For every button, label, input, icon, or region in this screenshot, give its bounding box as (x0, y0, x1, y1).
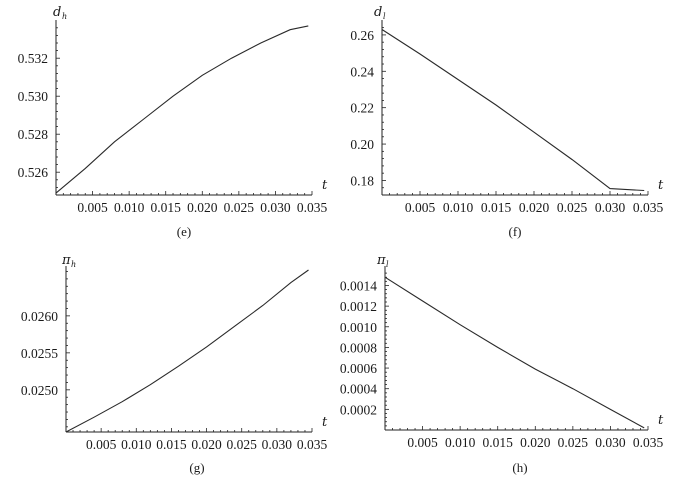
panel-e-series-line (55, 25, 309, 194)
panel-f-y-tick-label: 0.26 (350, 28, 374, 43)
panel-e-x-tick-label: 0.010 (114, 200, 145, 215)
panel-h-x-tick-label: 0.020 (520, 435, 551, 450)
panel-h-x-tick-label: 0.005 (407, 435, 438, 450)
panel-e-y-axis-label: d (53, 5, 61, 20)
panel-e-y-axis-label-sub: h (62, 12, 67, 21)
panel-e-x-tick-label: 0.005 (77, 200, 108, 215)
panel-g-series-line (65, 269, 309, 433)
panel-h-y-tick-label: 0.0004 (340, 382, 377, 397)
panel-h-caption: (h) (512, 460, 527, 475)
panel-g-x-tick-label: 0.020 (191, 437, 222, 452)
panel-h-x-tick-label: 0.025 (558, 435, 589, 450)
panel-f-x-tick-label: 0.015 (481, 200, 512, 215)
panel-g-x-tick-label: 0.015 (156, 437, 187, 452)
panel-f-y-axis-label: d (374, 5, 382, 20)
panel-h-y-axis-label: π (376, 253, 386, 268)
panel-g-x-tick-label: 0.035 (297, 437, 328, 452)
panel-g-x-tick-label: 0.025 (227, 437, 258, 452)
panel-e-y-tick-label: 0.530 (18, 89, 49, 104)
panel-f-x-tick-label: 0.030 (595, 200, 626, 215)
panel-h-x-tick-label: 0.010 (445, 435, 476, 450)
panel-h-x-axis-label: t (658, 413, 664, 428)
panel-h-y-tick-label: 0.0014 (340, 278, 377, 293)
panel-g-x-axis-label: t (322, 415, 328, 430)
panel-h-x-tick-label: 0.015 (483, 435, 514, 450)
panel-g-y-axis-label-sub: h (71, 260, 76, 269)
panel-h-x-tick-label: 0.035 (633, 435, 664, 450)
panel-e-x-tick-label: 0.030 (260, 200, 291, 215)
panel-f-y-tick-label: 0.18 (350, 173, 374, 188)
panel-h-y-tick-label: 0.0006 (340, 361, 377, 376)
panel-g-x-tick-label: 0.005 (86, 437, 117, 452)
panel-h-x-tick-label: 0.030 (595, 435, 626, 450)
panel-f-y-tick-label: 0.20 (350, 137, 374, 152)
panel-f-x-tick-label: 0.035 (633, 200, 664, 215)
panel-e-caption: (e) (177, 224, 191, 239)
panel-f-x-axis-label: t (658, 178, 664, 193)
panel-f-y-tick-label: 0.24 (350, 64, 374, 79)
panel-g-x-tick-label: 0.010 (121, 437, 152, 452)
panel-h-y-tick-label: 0.0008 (340, 340, 377, 355)
panel-e-x-tick-label: 0.020 (187, 200, 218, 215)
panel-f-x-tick-label: 0.005 (405, 200, 436, 215)
panel-e-x-tick-label: 0.025 (224, 200, 255, 215)
panel-g-y-tick-label: 0.0260 (21, 309, 58, 324)
panel-h-series-line (384, 276, 645, 429)
panel-f-caption: (f) (509, 224, 522, 239)
panel-f-x-tick-label: 0.020 (519, 200, 550, 215)
panel-e-x-tick-label: 0.015 (151, 200, 182, 215)
panel-e-x-tick-label: 0.035 (297, 200, 328, 215)
panel-g-y-tick-label: 0.0250 (21, 383, 58, 398)
panel-e-x-axis-label: t (322, 178, 328, 193)
panel-h-y-tick-label: 0.0012 (340, 299, 377, 314)
panel-h-y-axis-label-sub: l (386, 260, 389, 269)
panel-f-series-line (381, 29, 645, 192)
panel-g-y-tick-label: 0.0255 (21, 346, 58, 361)
panel-h-y-tick-label: 0.0010 (340, 320, 377, 335)
panel-h-y-tick-label: 0.0002 (340, 402, 377, 417)
panel-f-y-tick-label: 0.22 (350, 101, 374, 116)
panel-f-x-tick-label: 0.010 (443, 200, 474, 215)
panel-e-y-tick-label: 0.526 (18, 165, 49, 180)
panel-g-y-axis-label: π (61, 253, 71, 268)
panel-e-y-tick-label: 0.528 (18, 127, 49, 142)
panel-g-x-tick-label: 0.030 (262, 437, 293, 452)
panel-g-caption: (g) (189, 460, 204, 475)
panel-e-y-tick-label: 0.532 (18, 51, 48, 66)
panel-f-x-tick-label: 0.025 (557, 200, 588, 215)
panel-f-y-axis-label-sub: l (383, 12, 386, 21)
